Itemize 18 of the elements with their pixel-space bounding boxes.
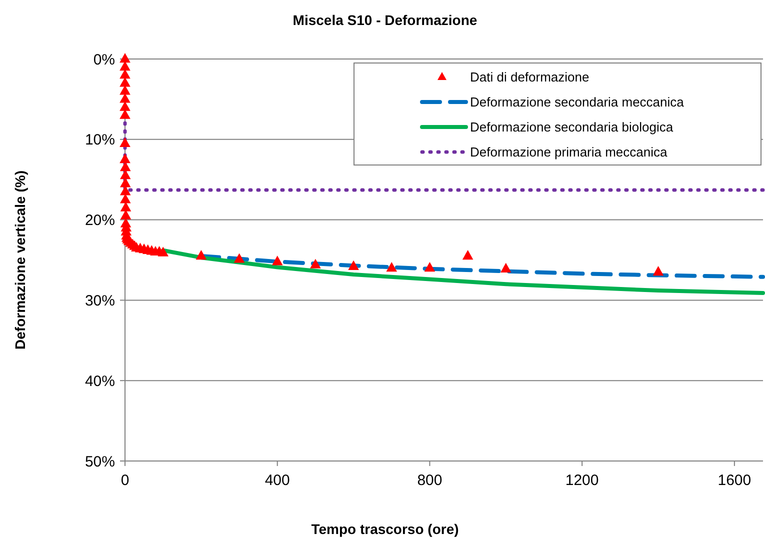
x-tick-label: 1600 (718, 472, 752, 489)
y-tick-label: 0% (93, 51, 115, 68)
chart-title: Miscela S10 - Deformazione (292, 12, 478, 28)
legend-label: Deformazione secondaria meccanica (470, 94, 685, 110)
legend-label: Dati di deformazione (470, 70, 590, 85)
y-tick-label: 50% (84, 453, 115, 470)
y-axis-title: Deformazione verticale (%) (12, 170, 28, 350)
x-tick-label: 0 (120, 472, 130, 489)
y-tick-label: 30% (84, 292, 115, 310)
y-tick-label: 40% (84, 372, 115, 390)
y-tick-label: 20% (84, 212, 115, 230)
legend-label: Deformazione primaria meccanica (470, 144, 668, 160)
x-tick-label: 400 (264, 472, 290, 489)
x-tick-label: 1200 (565, 472, 599, 489)
x-tick-label: 800 (417, 472, 442, 489)
x-axis-title: Tempo trascorso (ore) (311, 521, 459, 537)
y-tick-label: 10% (84, 132, 115, 149)
legend-label: Deformazione secondaria biologica (470, 120, 674, 135)
